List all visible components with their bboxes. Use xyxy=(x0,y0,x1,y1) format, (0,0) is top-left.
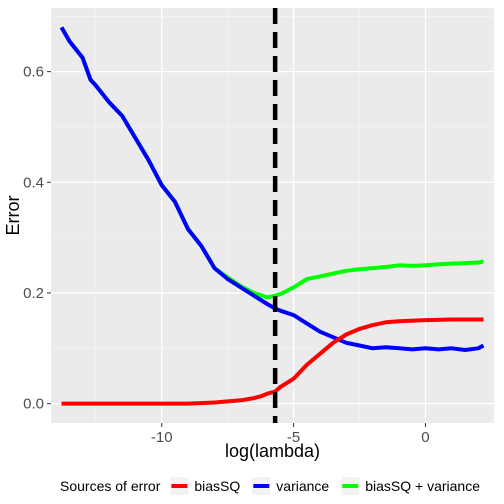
x-tick-label: 0 xyxy=(421,429,429,446)
legend-title: Sources of error xyxy=(60,478,161,494)
series-layer xyxy=(59,26,485,406)
series-line-variance xyxy=(59,26,485,352)
x-tick-label: -10 xyxy=(151,429,173,446)
x-tick-label: -5 xyxy=(287,429,300,446)
x-axis-ticks: -10 -5 0 xyxy=(151,423,430,446)
legend: Sources of error biasSQ variance biasSQ + … xyxy=(60,477,480,495)
x-axis-title: log(lambda) xyxy=(225,441,320,461)
y-axis-ticks: 0.0 0.2 0.4 0.6 xyxy=(23,64,51,413)
y-tick-label: 0.0 xyxy=(23,396,44,413)
y-axis-title: Error xyxy=(3,195,23,235)
series-line-biassq xyxy=(61,317,484,406)
plot-panel xyxy=(51,8,494,423)
grid-major xyxy=(51,8,494,423)
legend-label: variance xyxy=(276,478,329,494)
grid-minor xyxy=(51,8,494,423)
y-tick-label: 0.6 xyxy=(23,64,44,81)
legend-label: biasSQ xyxy=(194,478,240,494)
legend-label: biasSQ + variance xyxy=(365,478,480,494)
y-tick-label: 0.2 xyxy=(23,285,44,302)
y-tick-label: 0.4 xyxy=(23,174,44,191)
